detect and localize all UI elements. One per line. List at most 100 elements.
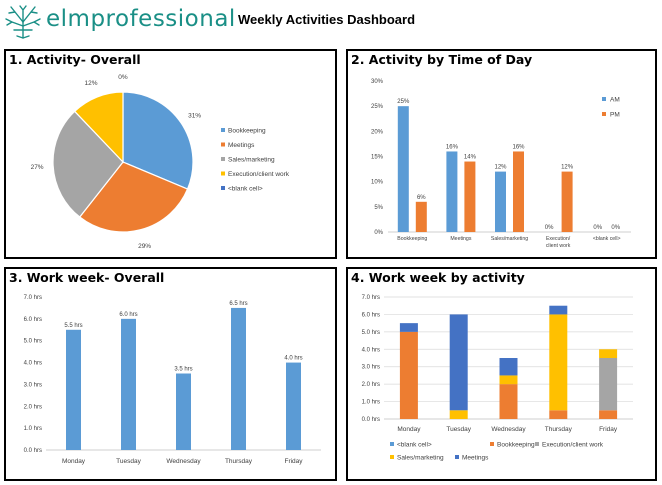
legend-label: AM bbox=[610, 97, 620, 104]
legend-swatch-meetings bbox=[221, 142, 225, 147]
pie-slice-bookkeeping bbox=[122, 91, 194, 190]
x-tick-label: Tuesday bbox=[446, 426, 471, 433]
legend-label: Execution/client work bbox=[542, 442, 604, 449]
y-tick-label: 0% bbox=[374, 230, 383, 236]
x-tick-label: Meetings bbox=[450, 236, 471, 242]
legend-label: Bookkeeping bbox=[497, 442, 535, 449]
legend-swatch-sales-marketing bbox=[221, 157, 225, 161]
stack-bookkeeping-thursday bbox=[549, 410, 568, 419]
bar-thursday bbox=[231, 307, 246, 450]
bar-am-meetings bbox=[446, 151, 458, 232]
stack-bookkeeping-friday bbox=[599, 410, 618, 419]
stack-sales-marketing-thursday bbox=[549, 314, 568, 411]
x-tick-label: Friday bbox=[599, 426, 618, 433]
pie-data-label: 0% bbox=[118, 74, 128, 81]
work-week-bar-chart: 0.0 hrs 1.0 hrs 2.0 hrs 3.0 hrs 4.0 hrs 5.0 h… bbox=[24, 295, 321, 465]
bar-pm-bookkeeping bbox=[415, 201, 427, 232]
bar-am-bookkeeping bbox=[397, 106, 409, 232]
bar-pm-execution-client-work bbox=[561, 171, 573, 232]
bar-data-label: 12% bbox=[561, 165, 574, 171]
legend-swatch-pm bbox=[602, 112, 606, 116]
x-tick-label: Thursday bbox=[225, 458, 253, 465]
y-tick-label: 10% bbox=[371, 180, 384, 186]
y-tick-label: 30% bbox=[371, 79, 384, 85]
y-tick-label: 5.0 hrs bbox=[362, 330, 380, 336]
x-tick-label: Wednesday bbox=[491, 426, 526, 433]
time-of-day-bar-chart: 0% 5% 10% 15% 20% 25% 30% 25% 6% Bookkeeping 16% 14… bbox=[371, 79, 631, 249]
legend-label: Execution/client work bbox=[228, 171, 290, 178]
stack-meetings-monday bbox=[399, 323, 418, 332]
legend-swatch-blank-cell bbox=[221, 186, 225, 190]
y-tick-label: 4.0 hrs bbox=[24, 361, 42, 367]
legend-swatch-execution-client-work bbox=[221, 171, 225, 176]
legend-swatch-meetings bbox=[455, 455, 459, 459]
legend-label: Meetings bbox=[228, 142, 255, 149]
bar-data-label: 16% bbox=[512, 144, 525, 150]
y-tick-label: 1.0 hrs bbox=[24, 426, 42, 432]
x-tick-label: Tuesday bbox=[116, 458, 141, 465]
stack-sales-marketing-friday bbox=[599, 349, 618, 358]
legend-label: Bookkeeping bbox=[228, 128, 266, 135]
panel-title: 1. Activity- Overall bbox=[9, 52, 141, 67]
activity-pie-chart: 31% 29% 27% 12% 0% Bookkeeping Meetings Sales/m… bbox=[31, 74, 290, 250]
legend-swatch-bookkeeping bbox=[490, 442, 494, 446]
bar-friday bbox=[286, 362, 301, 450]
y-tick-label: 5.0 hrs bbox=[24, 339, 42, 345]
bar-data-label: 14% bbox=[464, 155, 477, 161]
bar-data-label: 6.0 hrs bbox=[119, 312, 137, 318]
y-tick-label: 3.0 hrs bbox=[24, 382, 42, 388]
y-tick-label: 2.0 hrs bbox=[24, 404, 42, 410]
bar-pm-sales-marketing bbox=[513, 151, 524, 232]
x-tick-label: Bookkeeping bbox=[397, 236, 427, 242]
y-tick-label: 6.0 hrs bbox=[24, 317, 42, 323]
dashboard-header: elmprofessional Weekly Activities Dashbo… bbox=[0, 0, 662, 44]
x-tick-label: Sales/marketing bbox=[491, 236, 528, 242]
panel-activity-time-of-day: 2. Activity by Time of Day 0% 5% 10% 15% 20%… bbox=[346, 49, 657, 259]
bar-data-label: 12% bbox=[494, 165, 507, 171]
y-tick-label: 7.0 hrs bbox=[362, 295, 380, 301]
legend-label: PM bbox=[610, 112, 620, 119]
legend-label: Sales/marketing bbox=[397, 455, 444, 462]
bar-data-label: 6.5 hrs bbox=[229, 301, 247, 307]
pie-data-label: 12% bbox=[85, 80, 98, 87]
stack-meetings-thursday bbox=[549, 305, 568, 315]
legend-label: Sales/marketing bbox=[228, 157, 275, 164]
panel-title: 2. Activity by Time of Day bbox=[351, 52, 533, 67]
stack-meetings-wednesday bbox=[499, 358, 518, 376]
bar-am-sales-marketing bbox=[495, 171, 506, 232]
legend-label: <blank cell> bbox=[228, 186, 263, 193]
work-week-stacked-chart: 0.0 hrs 1.0 hrs 2.0 hrs 3.0 hrs 4.0 hrs 5.0 h… bbox=[362, 295, 633, 462]
bar-data-label: 3.5 hrs bbox=[174, 367, 192, 373]
x-tick-label: Monday bbox=[62, 458, 86, 465]
x-tick-label: Monday bbox=[397, 426, 421, 433]
legend-swatch-sales-marketing bbox=[390, 455, 394, 459]
stack-bookkeeping-wednesday bbox=[499, 384, 518, 419]
legend-swatch-execution-client-work bbox=[535, 442, 539, 446]
legend-label: <blank cell> bbox=[397, 442, 432, 449]
pie-data-label: 29% bbox=[138, 243, 151, 250]
y-tick-label: 15% bbox=[371, 155, 384, 161]
stack-sales-marketing-wednesday bbox=[499, 375, 518, 385]
legend-swatch-bookkeeping bbox=[221, 128, 225, 132]
pie-slice-sales-marketing bbox=[52, 110, 124, 218]
x-tick-label: client work bbox=[546, 243, 571, 249]
bar-pm-meetings bbox=[464, 161, 476, 232]
bar-data-label: 5.5 hrs bbox=[64, 323, 82, 329]
x-tick-label: Friday bbox=[284, 458, 303, 465]
bar-data-label: 0% bbox=[593, 225, 602, 231]
stack-bookkeeping-monday bbox=[399, 331, 418, 419]
pie-data-label: 27% bbox=[31, 164, 44, 171]
stack-meetings-tuesday bbox=[449, 314, 468, 411]
y-tick-label: 2.0 hrs bbox=[362, 382, 380, 388]
y-tick-label: 0.0 hrs bbox=[362, 417, 380, 423]
bar-monday bbox=[66, 329, 81, 450]
y-tick-label: 25% bbox=[371, 104, 384, 110]
elm-tree-logo-icon bbox=[5, 5, 41, 39]
bar-data-label: 0% bbox=[611, 225, 620, 231]
x-tick-label: Thursday bbox=[545, 426, 573, 433]
bar-data-label: 6% bbox=[417, 195, 426, 201]
y-tick-label: 20% bbox=[371, 129, 384, 135]
dashboard-title: Weekly Activities Dashboard bbox=[238, 12, 416, 27]
y-tick-label: 1.0 hrs bbox=[362, 400, 380, 406]
bar-data-label: 4.0 hrs bbox=[284, 356, 302, 362]
